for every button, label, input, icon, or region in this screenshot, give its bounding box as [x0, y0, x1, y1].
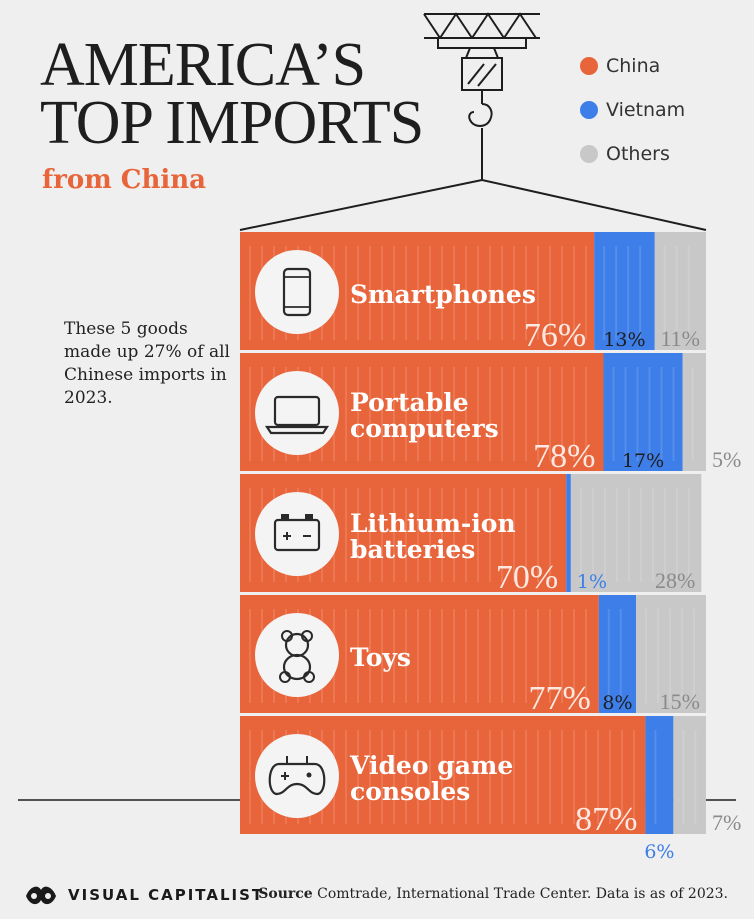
page-title: AMERICA’S TOP IMPORTS — [40, 31, 424, 157]
laptop-icon — [264, 395, 330, 435]
data-label-others: 11% — [660, 326, 700, 351]
bar-others-1 — [682, 353, 706, 471]
bar-others-4 — [673, 716, 706, 834]
icon-circle — [255, 734, 339, 818]
bar-others-0 — [654, 232, 706, 350]
crane-icon — [239, 12, 707, 231]
legend-item-others: Others — [580, 132, 685, 176]
data-label-others: 15% — [660, 689, 700, 714]
bar-vietnam-0 — [594, 232, 655, 350]
teddy-bear-icon — [279, 630, 315, 683]
legend-label-china: China — [606, 55, 661, 77]
legend-item-china: China — [580, 44, 685, 88]
legend-label-others: Others — [606, 143, 670, 165]
legend-item-vietnam: Vietnam — [580, 88, 685, 132]
legend-swatch-china — [580, 57, 598, 75]
battery-icon — [273, 514, 321, 552]
icon-circle — [255, 250, 339, 334]
category-label: batteries — [350, 535, 475, 564]
title-line-2: TOP IMPORTS — [40, 89, 424, 157]
category-label: Toys — [350, 643, 411, 672]
smartphone-icon — [282, 267, 312, 317]
data-label-vietnam: 6% — [644, 841, 674, 863]
category-label: Video game — [349, 751, 513, 780]
brand-name: VISUAL CAPITALIST — [68, 886, 265, 904]
source-note: Source Comtrade, International Trade Cen… — [258, 886, 728, 902]
data-label-others: 7% — [712, 810, 741, 835]
source-label: Source — [258, 886, 313, 902]
data-label-china: 76% — [524, 317, 586, 354]
icon-circle — [255, 371, 339, 455]
bar-vietnam-3 — [598, 595, 637, 713]
category-label: computers — [350, 414, 499, 443]
data-label-others: 28% — [655, 568, 695, 593]
legend-swatch-others — [580, 145, 598, 163]
data-label-vietnam: 8% — [602, 692, 632, 714]
category-label: consoles — [350, 777, 470, 806]
data-label-china: 87% — [575, 801, 637, 838]
bar-vietnam-1 — [603, 353, 683, 471]
data-label-china: 78% — [533, 438, 595, 475]
legend-swatch-vietnam — [580, 101, 598, 119]
summary-note: These 5 goods made up 27% of all Chinese… — [64, 319, 230, 408]
title-line-1: AMERICA’S — [40, 31, 366, 99]
category-label: Portable — [350, 388, 469, 417]
icon-circle — [255, 492, 339, 576]
visual-capitalist-logo-icon — [26, 886, 56, 905]
page-subtitle: from China — [42, 165, 207, 195]
category-label: Lithium-ion — [350, 509, 516, 538]
legend-label-vietnam: Vietnam — [606, 99, 686, 121]
bar-others-3 — [636, 595, 706, 713]
category-label: Smartphones — [350, 280, 536, 309]
data-label-vietnam: 1% — [577, 571, 607, 593]
bar-others-2 — [570, 474, 702, 592]
bar-vietnam-2 — [566, 474, 571, 592]
data-label-china: 70% — [496, 559, 558, 596]
legend: China Vietnam Others — [580, 44, 685, 176]
data-label-others: 5% — [712, 447, 741, 472]
source-text: Comtrade, International Trade Center. Da… — [317, 886, 728, 902]
brand-logo: VISUAL CAPITALIST — [24, 882, 264, 908]
gamepad-icon — [268, 756, 326, 796]
data-label-vietnam: 13% — [603, 329, 645, 351]
data-label-china: 77% — [528, 680, 590, 717]
data-label-vietnam: 17% — [622, 450, 664, 472]
bar-vietnam-4 — [645, 716, 674, 834]
